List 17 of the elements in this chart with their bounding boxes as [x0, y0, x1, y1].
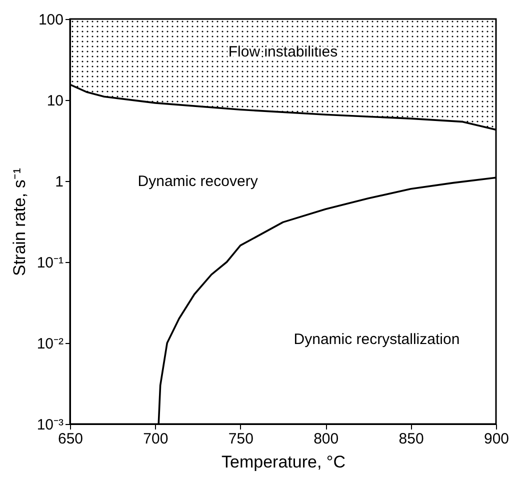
y-tick-label: 10⁻²: [36, 336, 64, 352]
y-tick-label: 1: [55, 174, 64, 190]
y-tick-label: 10⁻³: [36, 416, 64, 434]
x-axis-title: Temperature, °C: [222, 452, 346, 472]
x-tick-label: 650: [58, 430, 84, 448]
x-tick-label: 850: [398, 430, 424, 448]
x-tick-label: 700: [143, 430, 168, 448]
annotation: Dynamic recrystallization: [294, 330, 460, 348]
annotation: Flow instabilities: [228, 43, 338, 60]
y-axis-title: Strain rate, s⁻¹: [10, 168, 29, 276]
x-tick-label: 750: [228, 430, 254, 448]
x-tick-label: 800: [314, 430, 339, 448]
annotation: Dynamic recovery: [138, 173, 258, 190]
y-tick-label: 10⁻¹: [36, 254, 64, 272]
y-tick-label: 10: [46, 92, 64, 110]
y-tick-label: 100: [38, 12, 64, 28]
x-tick-label: 900: [484, 430, 510, 448]
